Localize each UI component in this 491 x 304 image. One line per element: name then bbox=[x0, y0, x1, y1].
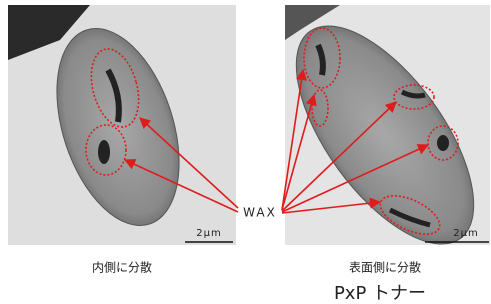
scale-bar-label: 2μm bbox=[196, 228, 221, 239]
wax-label: WAX bbox=[243, 206, 277, 220]
figure-title: PxP トナー bbox=[334, 283, 426, 304]
scale-bar-label: 2μm bbox=[453, 228, 478, 239]
left-micrograph: 2μm bbox=[8, 5, 236, 245]
left-caption: 内側に分散 bbox=[92, 260, 152, 275]
right-caption: 表面側に分散 bbox=[349, 260, 421, 275]
right-micrograph: 2μm bbox=[263, 0, 491, 273]
figure: 2μm 2μm WAX 内側に分散 表面側に分散 PxP トナー bbox=[0, 0, 491, 304]
